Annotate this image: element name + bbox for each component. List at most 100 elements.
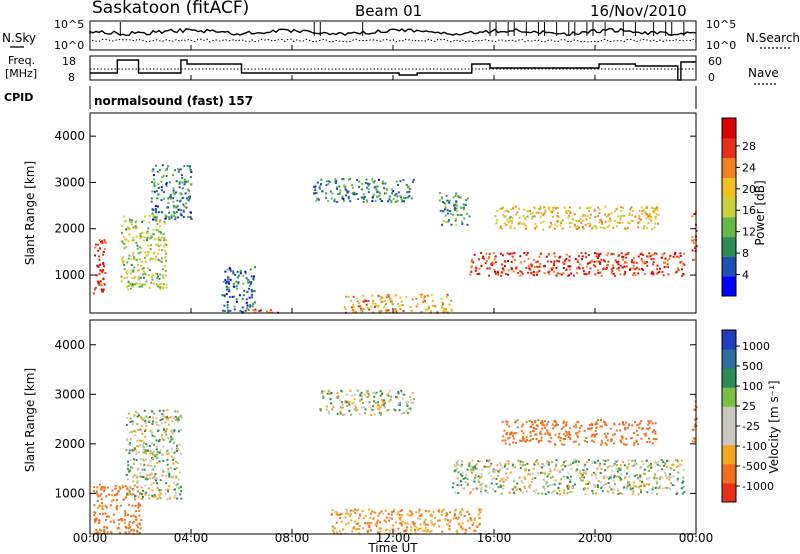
power-cell: [177, 170, 180, 173]
power-cell: [189, 176, 192, 178]
power-cell: [132, 239, 135, 242]
velocity-cell: [448, 525, 451, 528]
power-cell: [237, 282, 240, 285]
velocity-cell: [360, 391, 363, 394]
power-cell: [344, 188, 347, 191]
power-colorbar-tick-label: 16: [742, 204, 756, 217]
velocity-cell: [175, 460, 178, 463]
velocity-cell: [93, 486, 96, 489]
velocity-cell: [459, 524, 462, 527]
velocity-cell: [543, 486, 546, 489]
velocity-cell: [383, 404, 385, 407]
velocity-cell: [563, 443, 566, 446]
power-cell: [245, 298, 248, 301]
power-cell: [557, 215, 560, 218]
velocity-cell: [329, 398, 332, 401]
power-cell: [499, 252, 502, 255]
velocity-cell: [675, 491, 678, 494]
velocity-cell: [513, 486, 516, 489]
velocity-cell: [103, 531, 106, 534]
power-cell: [620, 210, 623, 212]
velocity-cell: [352, 527, 355, 530]
power-cell: [454, 217, 457, 220]
velocity-cell: [322, 390, 325, 392]
velocity-cell: [582, 472, 585, 474]
velocity-cell: [618, 423, 621, 426]
power-cell: [545, 255, 548, 258]
power-cell: [547, 253, 550, 256]
velocity-cell: [158, 460, 161, 463]
velocity-cell: [142, 489, 145, 492]
power-cell: [164, 256, 167, 259]
power-colorbar-swatch: [722, 137, 736, 159]
power-cell: [501, 263, 504, 266]
velocity-cell: [135, 445, 138, 448]
power-cell: [402, 179, 405, 181]
power-cell: [103, 239, 106, 242]
velocity-cell: [495, 469, 498, 471]
velocity-cell: [370, 408, 373, 411]
power-cell: [485, 252, 488, 255]
power-cell: [649, 255, 652, 258]
power-cell: [641, 210, 644, 212]
power-cell: [499, 207, 502, 210]
power-cell: [614, 259, 617, 262]
power-cell: [131, 285, 134, 288]
power-cell: [152, 168, 155, 171]
power-cell: [127, 257, 130, 260]
velocity-cell: [379, 394, 382, 397]
velocity-cell: [125, 496, 128, 499]
velocity-cell: [102, 486, 105, 489]
velocity-cell: [381, 399, 384, 402]
velocity-cell: [661, 476, 664, 479]
velocity-cell: [114, 487, 117, 490]
velocity-cell: [670, 468, 673, 471]
velocity-cell: [423, 522, 426, 525]
power-cell: [535, 225, 538, 228]
velocity-cell: [173, 417, 175, 419]
power-cell: [478, 258, 480, 261]
power-cell: [561, 219, 564, 222]
velocity-cell: [557, 423, 559, 426]
velocity-cell: [127, 443, 130, 446]
velocity-cell: [375, 392, 377, 395]
velocity-cell: [640, 437, 643, 440]
velocity-cell: [154, 455, 157, 458]
velocity-cell: [128, 531, 131, 534]
power-cell: [551, 268, 553, 271]
power-cell: [185, 202, 188, 205]
power-cell: [648, 252, 651, 255]
power-cell: [646, 261, 648, 263]
velocity-cell: [533, 421, 536, 424]
power-cell: [441, 201, 444, 203]
velocity-cell: [604, 442, 607, 445]
power-cell: [683, 252, 686, 255]
velocity-cell: [637, 476, 640, 479]
velocity-cell: [128, 469, 131, 472]
velocity-cell: [345, 393, 348, 396]
power-cell: [163, 245, 166, 248]
velocity-cell: [641, 460, 644, 463]
velocity-cell: [133, 429, 136, 432]
power-cell: [146, 230, 149, 233]
velocity-cell: [169, 416, 172, 419]
velocity-cell: [548, 484, 551, 487]
power-cell: [127, 288, 130, 291]
power-cell: [389, 297, 392, 300]
velocity-cell: [167, 437, 170, 440]
velocity-cell: [546, 485, 549, 488]
power-cell: [624, 270, 627, 273]
power-cell: [578, 207, 581, 210]
velocity-cell: [132, 462, 135, 465]
power-cell: [578, 267, 581, 270]
velocity-cell: [139, 527, 142, 530]
power-cell: [239, 309, 242, 312]
power-cell: [618, 269, 621, 272]
velocity-cell: [587, 483, 589, 485]
power-cell: [314, 189, 317, 192]
power-cell: [624, 272, 626, 275]
velocity-cell: [644, 473, 646, 475]
velocity-cell: [386, 409, 389, 412]
power-cell: [241, 297, 244, 300]
velocity-cell: [97, 531, 99, 534]
